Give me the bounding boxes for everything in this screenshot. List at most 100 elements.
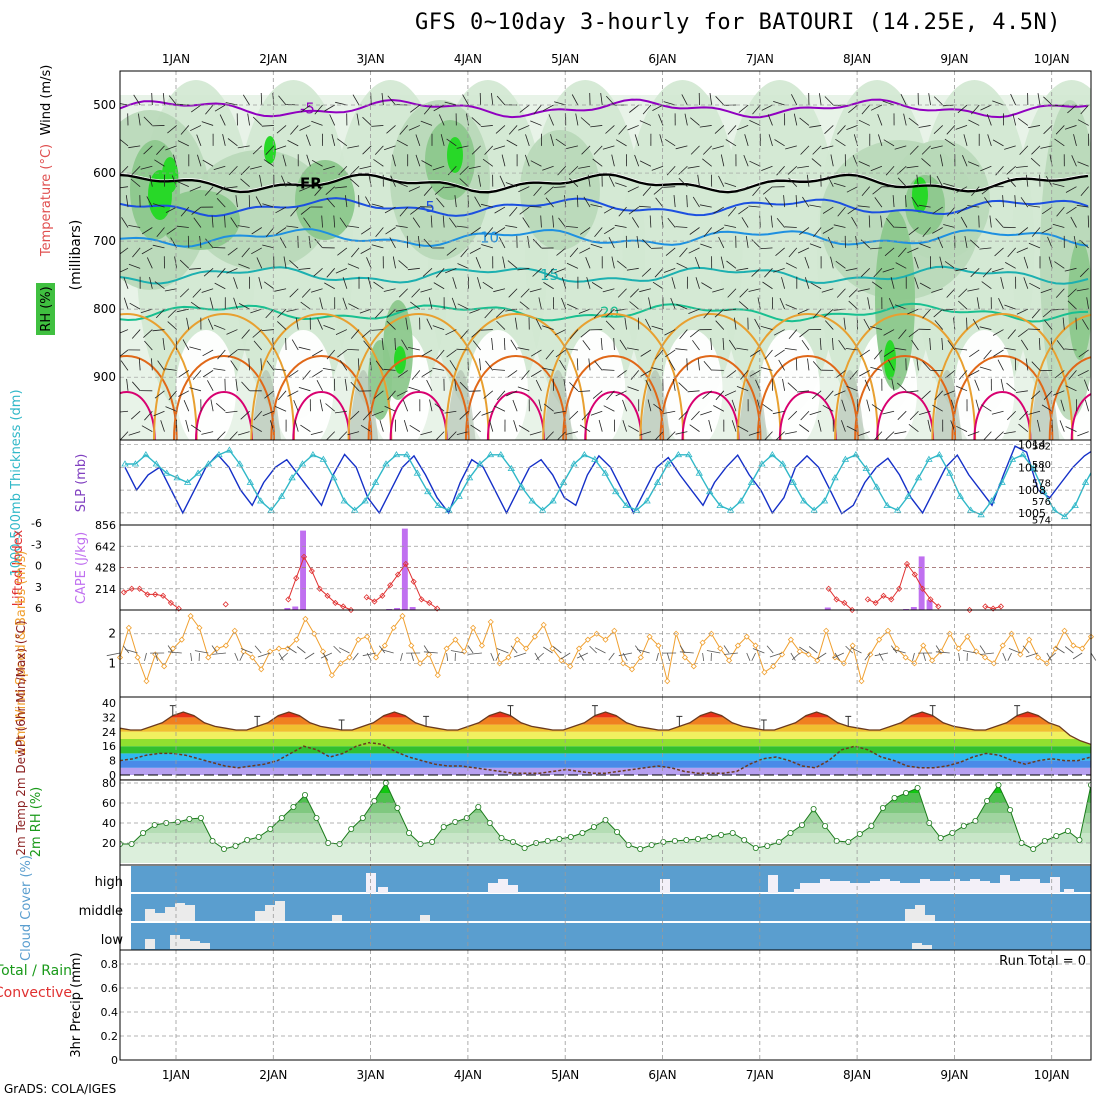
surface-wind-barb xyxy=(636,649,650,654)
wind-barb xyxy=(408,186,421,192)
wind-barb xyxy=(989,215,992,228)
wind-barb xyxy=(784,348,797,351)
rh-marker xyxy=(845,839,852,846)
wind-barb xyxy=(1038,337,1041,351)
wind-barb xyxy=(154,159,165,167)
wind-barb xyxy=(788,329,798,339)
wind-barb xyxy=(848,300,858,310)
wind-barb xyxy=(1006,382,1016,392)
wind-barb xyxy=(827,175,834,187)
wind-barb xyxy=(517,347,530,351)
wind-speed-marker xyxy=(646,633,653,640)
min-max-marker xyxy=(929,705,936,716)
wind-barb xyxy=(795,358,798,371)
wind-barb xyxy=(678,410,688,420)
wind-barb xyxy=(775,431,785,440)
wind-barb xyxy=(489,419,494,432)
wind-barb xyxy=(324,104,335,112)
wind-barb xyxy=(784,431,797,435)
wind-barb xyxy=(1018,227,1029,236)
wind-speed-marker xyxy=(470,624,477,631)
thickness-tick: 582 xyxy=(1032,442,1051,453)
wind-barb xyxy=(642,239,652,249)
wind-barb xyxy=(870,104,883,111)
wind-barb xyxy=(538,297,542,310)
wind-barb xyxy=(785,262,797,269)
wind-barb xyxy=(1040,288,1053,294)
wind-barb xyxy=(120,103,129,106)
wind-speed-marker xyxy=(417,660,424,667)
wind-barb xyxy=(434,186,445,195)
wind-barb xyxy=(252,329,263,338)
wind-barb xyxy=(933,96,944,106)
lifted-index-marker xyxy=(167,599,174,606)
wind-speed-marker xyxy=(699,639,706,646)
wind-barb xyxy=(1028,125,1041,129)
thickness-tick: 574 xyxy=(1032,515,1051,526)
wind-barb xyxy=(738,104,749,113)
rh-shade xyxy=(565,330,626,440)
wind-barb xyxy=(970,104,980,115)
surface-wind-barb xyxy=(666,652,670,662)
wind-speed-marker xyxy=(540,621,547,628)
wind-barb xyxy=(908,227,919,236)
wind-barb xyxy=(457,303,469,310)
wind-barb xyxy=(846,125,858,130)
rh-marker xyxy=(209,838,216,845)
wind-barb xyxy=(179,259,190,269)
cape-bar xyxy=(292,606,299,610)
middle-cloud-bar xyxy=(145,909,155,921)
wind-barb xyxy=(360,424,372,432)
wind-barb xyxy=(360,247,372,254)
wind-barb xyxy=(337,247,348,256)
pressure-tick: 900 xyxy=(93,370,116,384)
thickness-marker xyxy=(507,464,516,472)
wind-barb xyxy=(216,186,226,196)
wind-barb xyxy=(294,419,299,432)
wind-barb xyxy=(350,247,360,258)
cape-bar xyxy=(394,608,400,610)
wind-barb xyxy=(590,410,603,416)
wind-barb xyxy=(499,237,506,249)
surface-wind-barb xyxy=(362,652,377,657)
surface-temp-contour xyxy=(270,355,373,440)
surface-wind-barb xyxy=(752,648,765,654)
wind-barb xyxy=(305,134,311,146)
wind-barb xyxy=(724,182,737,188)
wind-speed-marker xyxy=(558,657,565,664)
lifted-index-marker xyxy=(434,605,441,612)
wind-speed-marker xyxy=(346,654,353,661)
rh-marker xyxy=(1007,807,1014,814)
wind-barb xyxy=(578,308,591,314)
wind-barb xyxy=(548,114,554,126)
wind-barb xyxy=(143,145,153,155)
wind-barb xyxy=(460,247,469,258)
wind-barb xyxy=(921,145,931,155)
rh-shade xyxy=(160,190,240,250)
wind-barb xyxy=(130,178,141,187)
wind-barb xyxy=(956,206,968,215)
wind-barb xyxy=(149,174,153,187)
wind-barb xyxy=(265,145,275,155)
wind-barb xyxy=(970,239,980,249)
surface-wind-barb xyxy=(808,646,818,654)
high-cloud-bar xyxy=(990,883,1000,893)
wind-barb xyxy=(628,425,639,432)
wind-barb xyxy=(728,339,737,351)
surface-wind-barb xyxy=(832,652,845,659)
wind-barb xyxy=(371,329,384,331)
wind-barb xyxy=(897,177,907,187)
wind-barb xyxy=(471,145,481,155)
wind-barb xyxy=(710,337,713,351)
wind-barb xyxy=(313,268,323,277)
wind-barb xyxy=(241,381,250,392)
wind-barb xyxy=(736,347,749,351)
wind-barb xyxy=(491,337,494,351)
wind-speed-marker xyxy=(143,678,150,685)
wind-barb xyxy=(262,244,275,249)
wind-barb xyxy=(261,125,274,127)
wind-barb xyxy=(166,227,177,235)
wind-barb xyxy=(770,215,773,228)
lifted-index-marker xyxy=(896,585,903,592)
low-cloud-bar xyxy=(922,945,932,949)
